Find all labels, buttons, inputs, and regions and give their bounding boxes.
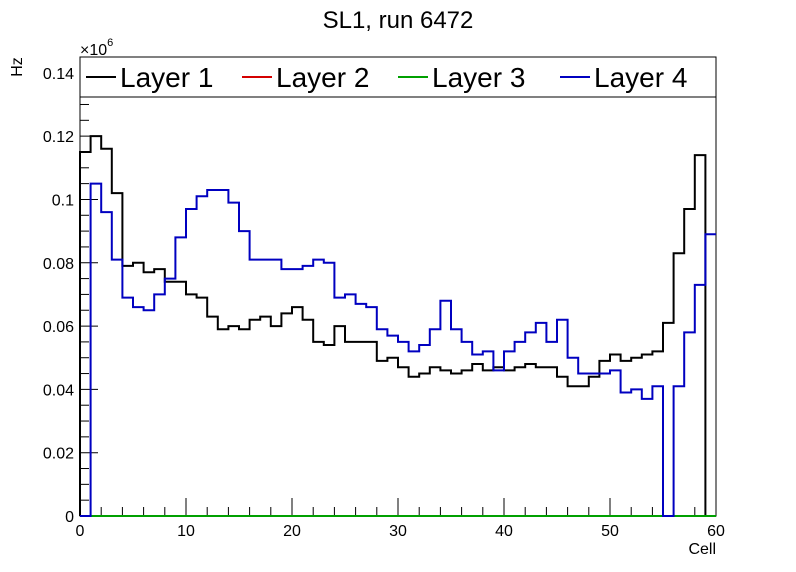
series-line-1 [79,135,716,517]
legend: Layer 1 Layer 2 Layer 3 Layer 4 [79,56,717,98]
plot-frame [79,56,717,517]
y-tick-label: 0.12 [43,129,74,146]
legend-label: Layer 2 [276,62,369,93]
x-tick-label: 50 [601,523,619,540]
x-tick-label: 20 [283,523,301,540]
y-tick-label: 0.08 [43,256,74,273]
y-tick-label: 0.06 [43,319,74,336]
y-multiplier-label: ×106 [80,37,113,59]
y-tick-label: 0 [65,509,74,526]
y-tick-label: 0.14 [43,66,74,83]
x-axis: 0 10 20 30 40 50 60 [76,498,725,540]
series-lines [79,135,716,517]
y-tick-label: 0.04 [43,382,74,399]
series-line-4 [80,182,716,517]
x-tick-label: 10 [177,523,195,540]
y-multiplier-base: ×10 [80,42,107,59]
chart-title: SL1, run 6472 [323,7,474,34]
y-axis: 0 0.02 0.04 0.06 0.08 0.1 0.12 0.14 [43,56,98,526]
y-tick-label: 0.1 [52,192,74,209]
x-tick-label: 30 [389,523,407,540]
legend-label: Layer 3 [432,62,525,93]
x-tick-label: 40 [495,523,513,540]
legend-label: Layer 1 [120,62,213,93]
x-axis-title: Cell [688,541,716,558]
x-tick-label: 0 [76,523,85,540]
x-tick-label: 60 [707,523,725,540]
y-axis-title: Hz [9,57,26,77]
y-tick-label: 0.02 [43,446,74,463]
y-multiplier-exponent: 6 [107,37,113,49]
legend-label: Layer 4 [594,62,687,93]
